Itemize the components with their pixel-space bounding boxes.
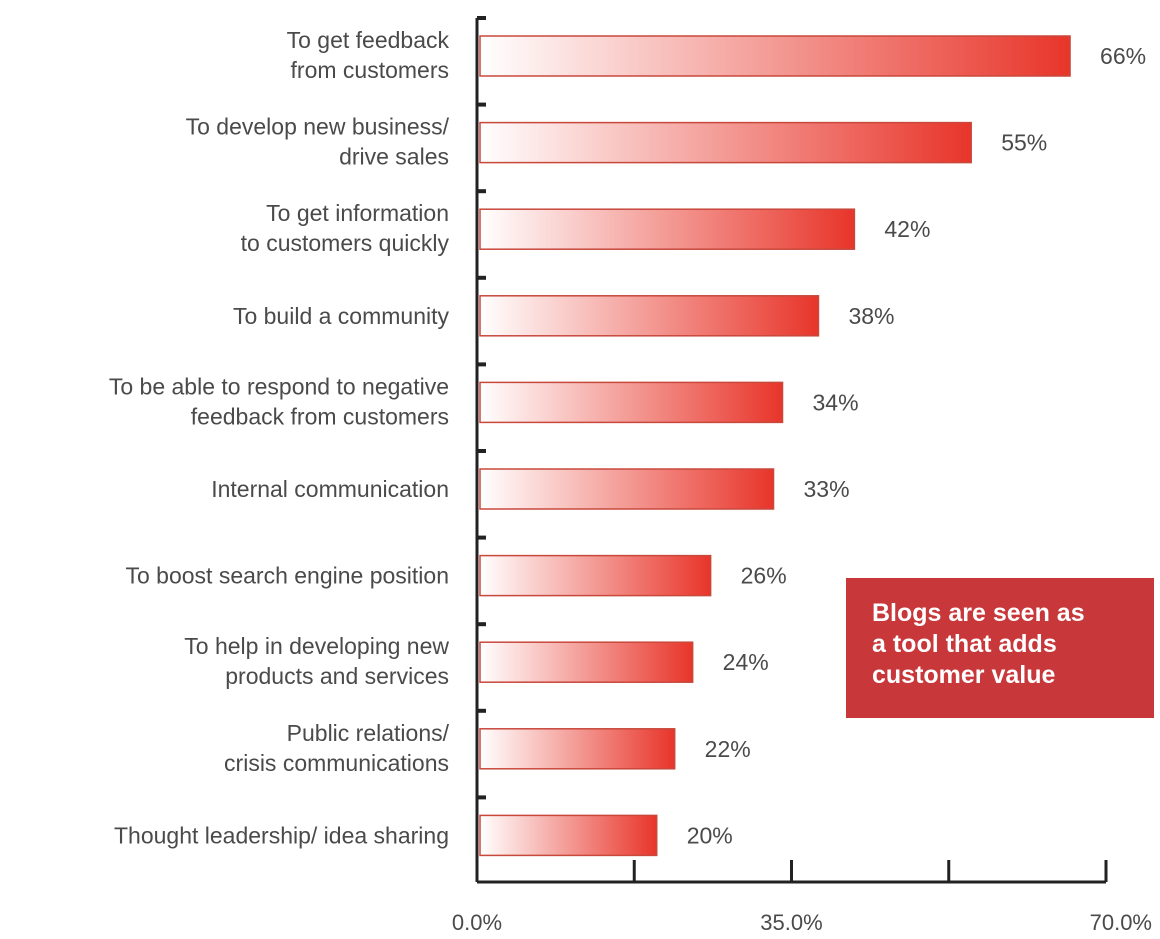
category-label: To build a community: [233, 303, 450, 329]
axes: [475, 16, 1108, 884]
category-label-line: To help in developing new: [184, 633, 449, 659]
callout-line: a tool that adds: [872, 630, 1057, 658]
category-label-line: Thought leadership/ idea sharing: [114, 822, 449, 848]
bar: [479, 468, 775, 510]
category-label-line: To boost search engine position: [126, 563, 450, 589]
category-label-line: To get feedback: [287, 27, 450, 53]
category-label: To help in developing new products and se…: [184, 633, 449, 689]
bar: [479, 381, 784, 424]
value-label: 66%: [1100, 43, 1146, 69]
x-tick-label: 35.0%: [760, 910, 822, 935]
bar: [479, 121, 972, 164]
category-label-line: from customers: [291, 57, 449, 83]
value-label: 34%: [813, 389, 859, 415]
category-label-line: To build a community: [233, 303, 450, 329]
callout-line: Blogs are seen as: [872, 599, 1085, 627]
category-label: Thought leadership/ idea sharing: [114, 822, 449, 848]
category-label-line: Public relations/: [287, 720, 450, 746]
value-label: 33%: [804, 476, 850, 502]
labels-layer: 66% To get feedback from customers 55% To de…: [109, 27, 1152, 935]
category-label-line: crisis communications: [224, 750, 449, 776]
bars-layer: [479, 35, 1071, 857]
value-label: 22%: [705, 736, 751, 762]
value-label: 42%: [884, 216, 930, 242]
bar: [479, 208, 856, 250]
category-label: To get feedback from customers: [287, 27, 450, 83]
category-label-line: feedback from customers: [191, 403, 449, 429]
value-label: 20%: [687, 822, 733, 848]
category-label-line: products and services: [225, 663, 449, 689]
x-tick-label: 70.0%: [1090, 910, 1152, 935]
bar: [479, 814, 658, 857]
category-label: Internal communication: [211, 476, 449, 502]
category-label: To be able to respond to negative feedbac…: [109, 373, 449, 429]
category-label-line: To develop new business/: [186, 114, 450, 140]
bar: [479, 554, 712, 597]
category-label-line: Internal communication: [211, 476, 449, 502]
value-label: 26%: [741, 563, 787, 589]
bar: [479, 641, 694, 683]
category-label-line: To be able to respond to negative: [109, 373, 449, 399]
bar: [479, 728, 676, 770]
category-label: To get information to customers quickly: [241, 200, 450, 256]
bar: [479, 295, 820, 337]
callout-box: Blogs are seen as a tool that adds custo…: [846, 578, 1154, 718]
category-label: To boost search engine position: [126, 563, 450, 589]
x-tick-label: 0.0%: [452, 910, 502, 935]
category-label: To develop new business/drive sales: [186, 114, 450, 170]
value-label: 24%: [723, 649, 769, 675]
category-label: Public relations/crisis communications: [224, 720, 450, 776]
category-label-line: To get information: [266, 200, 449, 226]
category-label-line: drive sales: [339, 144, 449, 170]
value-label: 55%: [1001, 130, 1047, 156]
bar: [479, 35, 1071, 77]
category-label-line: to customers quickly: [241, 230, 450, 256]
callout-line: customer value: [872, 661, 1056, 689]
value-label: 38%: [848, 303, 894, 329]
